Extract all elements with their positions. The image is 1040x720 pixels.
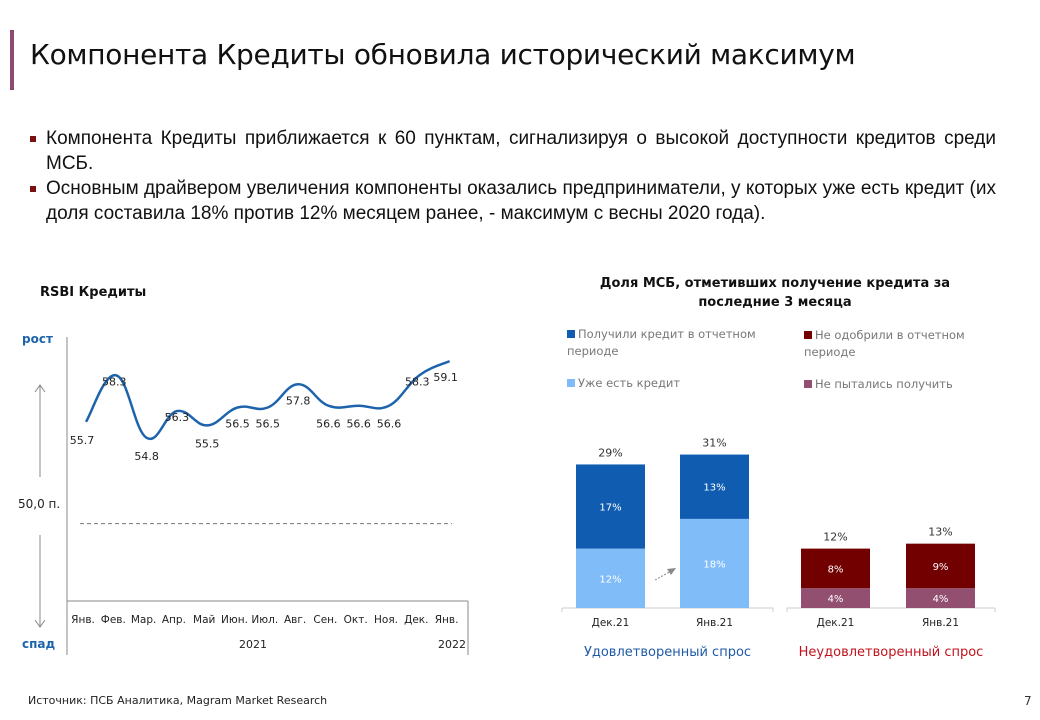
line-chart-title: RSBI Кредиты [40, 285, 147, 300]
bullet-text: Основным драйвером увеличения компоненты… [46, 178, 996, 224]
x-tick-label: Янв. [435, 614, 459, 626]
data-label: 58.3 [405, 375, 430, 388]
bar-category-label: Дек.21 [592, 617, 630, 629]
data-label: 59.1 [433, 371, 458, 384]
bullet-list: Компонента Кредиты приближается к 60 пун… [28, 126, 996, 226]
bar-segment [801, 548, 870, 589]
bullet-marker-icon [30, 186, 36, 192]
data-label: 56.6 [377, 418, 402, 431]
up-arrow-icon [34, 384, 46, 477]
bar-group-label: Удовлетворенный спрос [584, 645, 751, 660]
legend-label: Получили кредит в отчетном периоде [567, 327, 756, 358]
legend-item: Получили кредит в отчетном периоде [567, 326, 772, 360]
bar-segment-label: 12% [599, 574, 621, 585]
x-tick-label: Апр. [162, 614, 186, 626]
bar-total-label: 13% [928, 526, 952, 539]
data-label: 56.5 [256, 418, 281, 431]
x-tick-label: Авг. [284, 614, 306, 626]
legend-label: Уже есть кредит [578, 376, 681, 390]
bar-segment [576, 548, 645, 608]
legend-swatch [804, 380, 812, 388]
bar-category-label: Дек.21 [817, 617, 855, 629]
bar-segment [680, 454, 749, 519]
bar-segment [906, 588, 975, 608]
page-number: 7 [1024, 694, 1032, 708]
x-tick-label: Фев. [101, 614, 126, 626]
bullet-marker-icon [30, 136, 36, 142]
x-tick-label: Ноя. [374, 614, 398, 626]
legend-item: Не пытались получить [804, 376, 989, 393]
series-line [84, 359, 451, 441]
x-tick-label: Янв. [71, 614, 95, 626]
x-tick-label: Июл. [251, 614, 278, 626]
data-label: 55.5 [195, 437, 220, 450]
legend-swatch [567, 379, 575, 387]
data-label: 55.7 [70, 434, 95, 447]
bar-segment-label: 4% [933, 594, 949, 605]
x-tick-label: Мар. [131, 614, 157, 626]
title-accent-bar [10, 30, 14, 90]
bar-chart-title: Доля МСБ, отметивших получение кредита з… [599, 276, 951, 310]
bar-total-label: 31% [702, 437, 726, 450]
legend-swatch [567, 330, 575, 338]
axis-up-label: рост [22, 332, 53, 346]
source-note: Источник: ПСБ Аналитика, Magram Market R… [28, 694, 328, 707]
x-tick-label: Окт. [344, 614, 368, 626]
bar-total-label: 29% [598, 446, 622, 459]
x-tick-label: Сен. [313, 614, 337, 626]
bar-chart: 12% 17% 29% Дек.21 18% 13% 31% Янв.21 Удовлетвор… [561, 437, 996, 660]
line-chart: рост спад 50,0 п. Янв. Фев. Мар. Апр. Май Июн… [18, 332, 469, 655]
data-label: 58.3 [102, 375, 127, 388]
bar-total-label: 12% [823, 531, 847, 544]
year-label-2021: 2021 [239, 638, 267, 651]
legend-item: Уже есть кредит [567, 375, 772, 392]
bar-category-label: Янв.21 [696, 617, 733, 629]
bar-segment [576, 464, 645, 549]
data-label: 56.3 [165, 411, 190, 424]
reference-line-label: 50,0 п. [18, 497, 60, 511]
data-label: 57.8 [286, 394, 311, 407]
trend-arrow-icon [654, 568, 676, 581]
x-tick-label: Июн. [221, 614, 248, 626]
bar-segment [680, 518, 749, 608]
bar-segment-label: 17% [599, 503, 621, 514]
data-label: 54.8 [134, 450, 159, 463]
bar-segment-label: 8% [828, 564, 844, 575]
bar-segment-label: 4% [828, 594, 844, 605]
bullet-item: Компонента Кредиты приближается к 60 пун… [28, 126, 996, 176]
bar-segment-label: 9% [933, 562, 949, 573]
bullet-item: Основным драйвером увеличения компоненты… [28, 176, 996, 226]
legend-label: Не пытались получить [815, 377, 953, 391]
legend-swatch [804, 331, 812, 339]
bar-segment [906, 543, 975, 589]
axis-down-label: спад [22, 637, 56, 651]
x-tick-label: Дек. [404, 614, 428, 626]
data-label: 56.6 [346, 418, 371, 431]
x-tick-label: Май [193, 614, 215, 626]
bar-category-label: Янв.21 [922, 617, 959, 629]
bar-segment-label: 13% [703, 483, 725, 494]
down-arrow-icon [34, 535, 46, 628]
year-label-2022: 2022 [438, 638, 466, 651]
page-title: Компонента Кредиты обновила исторический… [30, 38, 856, 71]
data-label: 56.5 [225, 418, 250, 431]
bullet-text: Компонента Кредиты приближается к 60 пун… [46, 128, 996, 174]
legend-label: Не одобрили в отчетном периоде [804, 328, 965, 359]
data-label: 56.6 [316, 418, 341, 431]
bar-segment [801, 588, 870, 608]
bar-segment-label: 18% [703, 559, 725, 570]
legend-item: Не одобрили в отчетном периоде [804, 327, 989, 361]
bar-group-label: Неудовлетворенный спрос [799, 645, 984, 660]
